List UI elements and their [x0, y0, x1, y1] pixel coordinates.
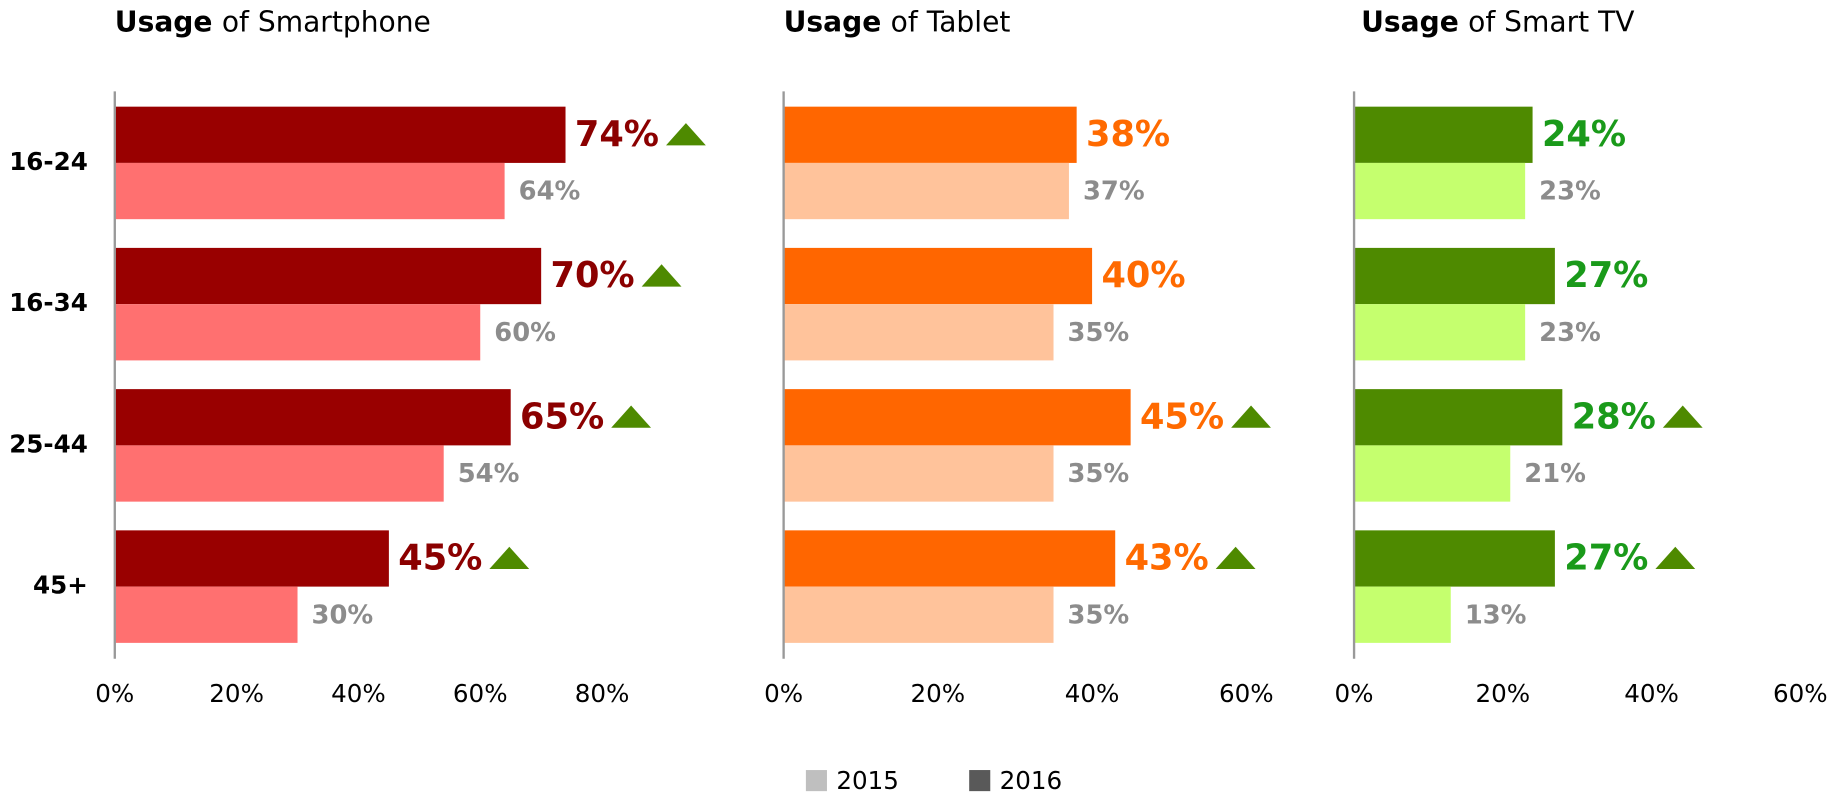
value-label: 64%: [519, 177, 581, 207]
value-label: 24%: [1542, 114, 1626, 155]
legend-label: 2016: [1000, 766, 1063, 795]
up-arrow: [666, 123, 706, 146]
bar: [1354, 586, 1451, 643]
title-part: of Tablet: [891, 5, 1011, 38]
bar: [1354, 247, 1555, 305]
value-label: 27%: [1564, 255, 1648, 296]
value-label: 74%: [575, 114, 659, 155]
title-part: Usage: [784, 5, 882, 38]
bar: [1354, 389, 1563, 446]
bar: [114, 106, 566, 163]
bar: [783, 586, 1054, 643]
value-label: 28%: [1572, 396, 1656, 437]
value-label: 23%: [1539, 177, 1601, 207]
panel-title: Usage of Smart TV: [1361, 5, 1634, 38]
value-label: 21%: [1524, 459, 1586, 489]
bar: [114, 530, 389, 587]
value-label: 35%: [1068, 459, 1130, 489]
value-label: 43%: [1125, 538, 1209, 579]
legend-swatch: [805, 770, 827, 792]
up-arrow: [489, 546, 530, 570]
x-tick-label: 60%: [1773, 679, 1828, 708]
x-tick-label: 60%: [1219, 679, 1274, 708]
bar: [114, 445, 444, 502]
bar: [114, 247, 542, 305]
bar: [783, 445, 1054, 502]
x-tick-label: 40%: [1624, 679, 1679, 708]
bar: [1354, 530, 1555, 587]
y-tick-label: 16-24: [9, 147, 88, 176]
x-tick-label: 0%: [1335, 679, 1374, 708]
value-label: 60%: [494, 318, 556, 348]
value-label: 23%: [1539, 318, 1601, 348]
x-tick-label: 80%: [575, 679, 630, 708]
y-tick-label: 25-44: [9, 429, 88, 458]
value-label: 45%: [1140, 396, 1224, 437]
up-arrow: [1215, 546, 1256, 570]
y-tick-label: 45+: [33, 571, 88, 600]
y-tick-label: 16-34: [9, 288, 88, 317]
x-tick-label: 0%: [95, 679, 134, 708]
bar: [114, 162, 505, 220]
value-label: 65%: [520, 396, 604, 437]
title-part: Usage: [115, 5, 213, 38]
x-tick-label: 20%: [209, 679, 264, 708]
panel-title: Usage of Tablet: [784, 5, 1011, 38]
x-tick-label: 20%: [911, 679, 966, 708]
x-tick-label: 60%: [453, 679, 508, 708]
bar: [1354, 106, 1533, 163]
bar: [114, 389, 511, 446]
x-tick-label: 40%: [331, 679, 386, 708]
legend-swatch: [969, 770, 991, 792]
x-tick-label: 40%: [1065, 679, 1120, 708]
panel-title: Usage of Smartphone: [115, 5, 431, 38]
up-arrow: [1231, 405, 1271, 428]
up-arrow: [1662, 405, 1703, 428]
value-label: 30%: [312, 600, 374, 630]
bar: [114, 586, 298, 643]
bar: [114, 304, 481, 361]
title-part: of Smart TV: [1468, 5, 1634, 38]
x-tick-label: 0%: [764, 679, 803, 708]
bar: [1354, 304, 1526, 361]
up-arrow: [611, 405, 652, 428]
value-label: 38%: [1086, 114, 1170, 155]
up-arrow: [1655, 546, 1696, 570]
bar: [783, 389, 1131, 446]
value-label: 35%: [1068, 318, 1130, 348]
bar: [1354, 445, 1511, 502]
x-tick-label: 20%: [1475, 679, 1530, 708]
title-part: Usage: [1361, 5, 1459, 38]
value-label: 35%: [1068, 600, 1130, 630]
value-label: 13%: [1465, 600, 1527, 630]
bar: [1354, 162, 1526, 220]
bar: [783, 530, 1116, 587]
bar: [783, 304, 1054, 361]
value-label: 70%: [551, 255, 635, 296]
bar: [783, 247, 1093, 305]
value-label: 27%: [1564, 538, 1648, 579]
bar: [783, 162, 1069, 220]
value-label: 45%: [398, 538, 482, 579]
bar: [783, 106, 1077, 163]
up-arrow: [641, 264, 682, 287]
value-label: 37%: [1083, 177, 1145, 207]
legend-label: 2015: [836, 766, 899, 795]
title-part: of Smartphone: [222, 5, 431, 38]
value-label: 54%: [458, 459, 520, 489]
value-label: 40%: [1101, 255, 1185, 296]
